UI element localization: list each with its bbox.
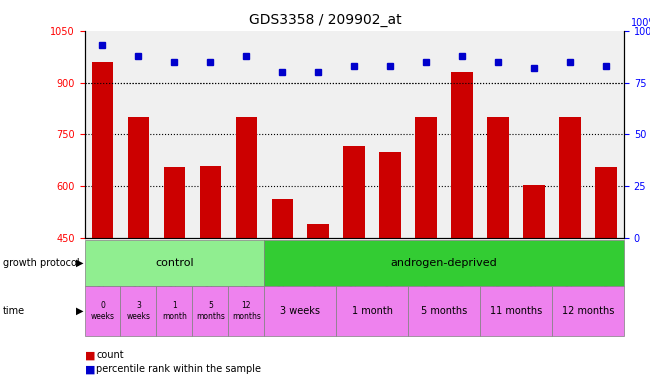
Text: 12 months: 12 months	[562, 306, 614, 316]
Text: 5 months: 5 months	[421, 306, 467, 316]
Bar	[415, 117, 437, 238]
Bar	[200, 166, 221, 238]
Text: count: count	[96, 350, 124, 360]
Bar	[595, 167, 617, 238]
Text: 11 months: 11 months	[490, 306, 542, 316]
Bar	[523, 184, 545, 238]
Bar	[451, 72, 473, 238]
Text: androgen-deprived: androgen-deprived	[391, 258, 497, 268]
Text: time: time	[3, 306, 25, 316]
Text: 1 month: 1 month	[352, 306, 393, 316]
Bar	[559, 117, 581, 238]
Bar	[488, 117, 509, 238]
Text: ▶: ▶	[75, 258, 83, 268]
Text: 3
weeks: 3 weeks	[127, 301, 150, 321]
Bar	[343, 146, 365, 238]
Text: 3 weeks: 3 weeks	[280, 306, 320, 316]
Bar	[307, 224, 329, 238]
Bar	[127, 117, 150, 238]
Text: growth protocol: growth protocol	[3, 258, 80, 268]
Text: 12
months: 12 months	[232, 301, 261, 321]
Text: ■: ■	[84, 364, 95, 374]
Text: 0
weeks: 0 weeks	[90, 301, 114, 321]
Bar	[235, 117, 257, 238]
Bar	[164, 167, 185, 238]
Text: 5
months: 5 months	[196, 301, 225, 321]
Text: percentile rank within the sample: percentile rank within the sample	[96, 364, 261, 374]
Text: 100%: 100%	[631, 18, 650, 28]
Bar	[92, 62, 113, 238]
Text: 1
month: 1 month	[162, 301, 187, 321]
Text: GDS3358 / 209902_at: GDS3358 / 209902_at	[249, 13, 401, 27]
Text: ■: ■	[84, 350, 95, 360]
Text: ▶: ▶	[75, 306, 83, 316]
Bar	[272, 199, 293, 238]
Text: control: control	[155, 258, 194, 268]
Bar	[380, 152, 401, 238]
